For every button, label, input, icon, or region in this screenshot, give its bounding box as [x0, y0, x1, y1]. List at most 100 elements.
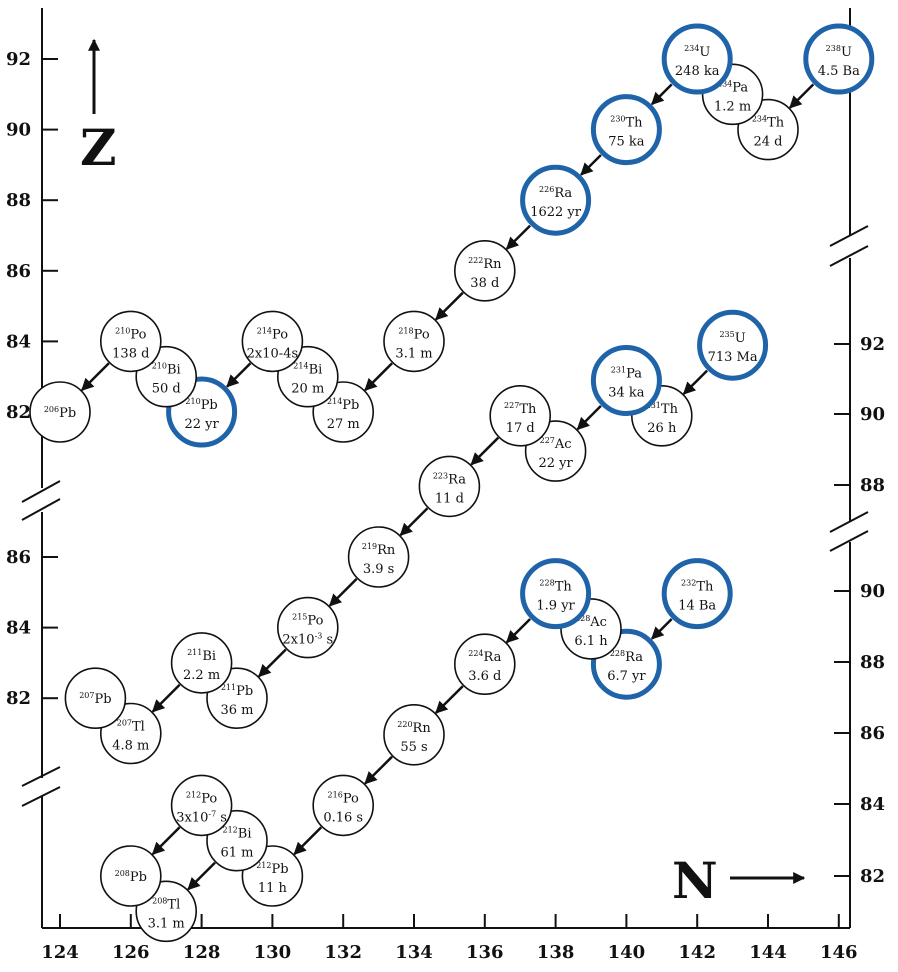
- y-tick-label-right: 84: [860, 794, 885, 815]
- nuclide-bi-211: 211Bi 2.2 m: [170, 632, 233, 694]
- x-tick-label: 132: [324, 942, 362, 963]
- x-tick-label: 128: [183, 942, 221, 963]
- y-tick-label-left: 84: [6, 331, 31, 352]
- nuclide-symbol: 231Pa: [611, 366, 642, 382]
- nuclide-symbol: 211Pb: [221, 683, 253, 699]
- nuclide-th-230: 230Th 75 ka: [590, 94, 662, 166]
- nuclide-ring: [29, 381, 91, 443]
- axis-break-right-2: [829, 511, 869, 552]
- y-tick-label-left: 82: [6, 688, 31, 709]
- nuclide-ring-long-lived: [697, 309, 769, 381]
- nuclide-pa-231: 231Pa 34 ka: [590, 345, 662, 416]
- y-tick-label-right: 88: [860, 475, 885, 496]
- nuclide-ring: [100, 845, 162, 907]
- nuclide-symbol: 207Pb: [79, 691, 111, 707]
- nuclide-symbol: 222Rn: [468, 256, 502, 272]
- nuclide-symbol: 214Po: [257, 326, 289, 342]
- axis-ticks: 124 126 128 130 132 134 136 138 140 142 144 146 92 90…: [6, 49, 885, 963]
- nuclide-half-life: 713 Ma: [708, 350, 758, 365]
- nuclide-po-215: 215Po 2x10-3 s: [276, 596, 339, 659]
- x-tick-label: 126: [112, 942, 150, 963]
- nuclide-ring-long-lived: [661, 558, 733, 630]
- nuclide-symbol: 234U: [684, 44, 710, 60]
- nuclide-ring-long-lived: [803, 23, 875, 95]
- nuclide-half-life: 138 d: [112, 346, 149, 361]
- nuclide-symbol: 212Po: [186, 790, 218, 806]
- nuclide-half-life: 1622 yr: [530, 205, 582, 220]
- n-axis-title: N: [672, 851, 718, 910]
- x-tick-label: 136: [466, 942, 504, 963]
- nuclide-ring: [241, 310, 304, 373]
- nuclide-symbol: 210Po: [115, 326, 147, 342]
- nuclide-th-231: 231Th 26 h: [630, 384, 693, 447]
- decay-arrow: [258, 648, 287, 678]
- y-tick-label-left: 84: [6, 618, 31, 639]
- nuclide-ring: [418, 455, 481, 518]
- decay-arrow: [328, 578, 358, 607]
- nuclide-half-life: 3x10-7 s: [176, 809, 227, 825]
- nuclide-symbol: 219Rn: [362, 542, 396, 558]
- decay-arrow: [505, 618, 531, 644]
- nuclide-half-life: 22 yr: [184, 417, 219, 432]
- nuclide-half-life: 20 m: [291, 382, 324, 397]
- decay-arrow: [580, 154, 602, 176]
- nuclide-half-life: 3.6 d: [468, 669, 501, 684]
- decay-arrow: [789, 83, 815, 109]
- nuclide-symbol: 210Pb: [185, 397, 217, 413]
- nuclide-half-life: 6.7 yr: [607, 669, 646, 684]
- nuclide-half-life: 50 d: [152, 382, 181, 397]
- nuclide-ring: [347, 526, 410, 588]
- y-tick-label-right: 92: [860, 334, 885, 355]
- nuclide-half-life: 3.1 m: [395, 346, 432, 361]
- nuclide-symbol: 208Tl: [152, 896, 180, 912]
- nuclide-ring: [453, 633, 516, 696]
- nuclide-symbol: 214Bi: [293, 362, 322, 378]
- x-tick-label: 144: [749, 942, 787, 963]
- nuclide-ring: [170, 632, 233, 694]
- nuclide-symbol: 211Bi: [187, 648, 216, 664]
- nuclide-ra-226: 226Ra 1622 yr: [520, 164, 592, 236]
- nuclide-half-life: 2x10-4s: [247, 346, 298, 361]
- axis-break-left-1: [21, 480, 61, 521]
- x-tick-label: 124: [41, 942, 79, 963]
- decay-arrow: [505, 224, 531, 250]
- nuclide-symbol: 226Ra: [539, 185, 572, 201]
- nuclide-symbol: 208Pb: [115, 869, 147, 885]
- nuclide-rn-219: 219Rn 3.9 s: [347, 526, 410, 588]
- nuclide-po-212: 212Po 3x10-7 s: [170, 774, 233, 837]
- decay-arrow: [151, 826, 181, 855]
- nuclide-symbol: 228Ac: [575, 614, 607, 630]
- nuclide-symbol: 227Th: [504, 401, 537, 417]
- nuclide-symbol: 235U: [719, 330, 745, 346]
- nuclide-ra-224: 224Ra 3.6 d: [453, 633, 516, 696]
- y-tick-label-right: 90: [860, 404, 885, 425]
- nuclide-symbol: 223Ra: [433, 471, 466, 487]
- nuclide-rn-220: 220Rn 55 s: [383, 703, 445, 766]
- y-tick-label-right: 88: [860, 652, 885, 673]
- y-tick-label-right: 90: [860, 581, 885, 602]
- decay-arrow: [399, 507, 429, 536]
- nuclide-half-life: 36 m: [220, 703, 253, 718]
- nuclide-ring: [100, 310, 162, 373]
- decay-arrow: [81, 362, 110, 391]
- nuclide-half-life: 55 s: [400, 740, 427, 755]
- x-tick-label: 146: [820, 942, 858, 963]
- nuclide-symbol: 212Bi: [223, 826, 252, 842]
- nuclide-ring: [489, 384, 552, 447]
- nuclide-symbol: 234Th: [752, 115, 785, 131]
- y-tick-label-left: 86: [6, 547, 31, 568]
- decay-arrow: [435, 291, 464, 321]
- nuclide-symbol: 216Po: [328, 790, 360, 806]
- nuclide-u-235: 235U 713 Ma: [697, 309, 769, 381]
- nuclide-ring-long-lived: [520, 558, 592, 630]
- y-tick-label-left: 86: [6, 261, 31, 282]
- x-tick-label: 138: [537, 942, 575, 963]
- nuclide-symbol: 220Rn: [397, 720, 431, 736]
- nuclide-symbol: 224Ra: [468, 649, 501, 665]
- z-axis-title: Z: [80, 118, 117, 177]
- nuclide-symbol: 218Po: [398, 326, 430, 342]
- nuclide-ring-long-lived: [590, 345, 662, 416]
- nuclide-symbol: 228Th: [539, 579, 572, 595]
